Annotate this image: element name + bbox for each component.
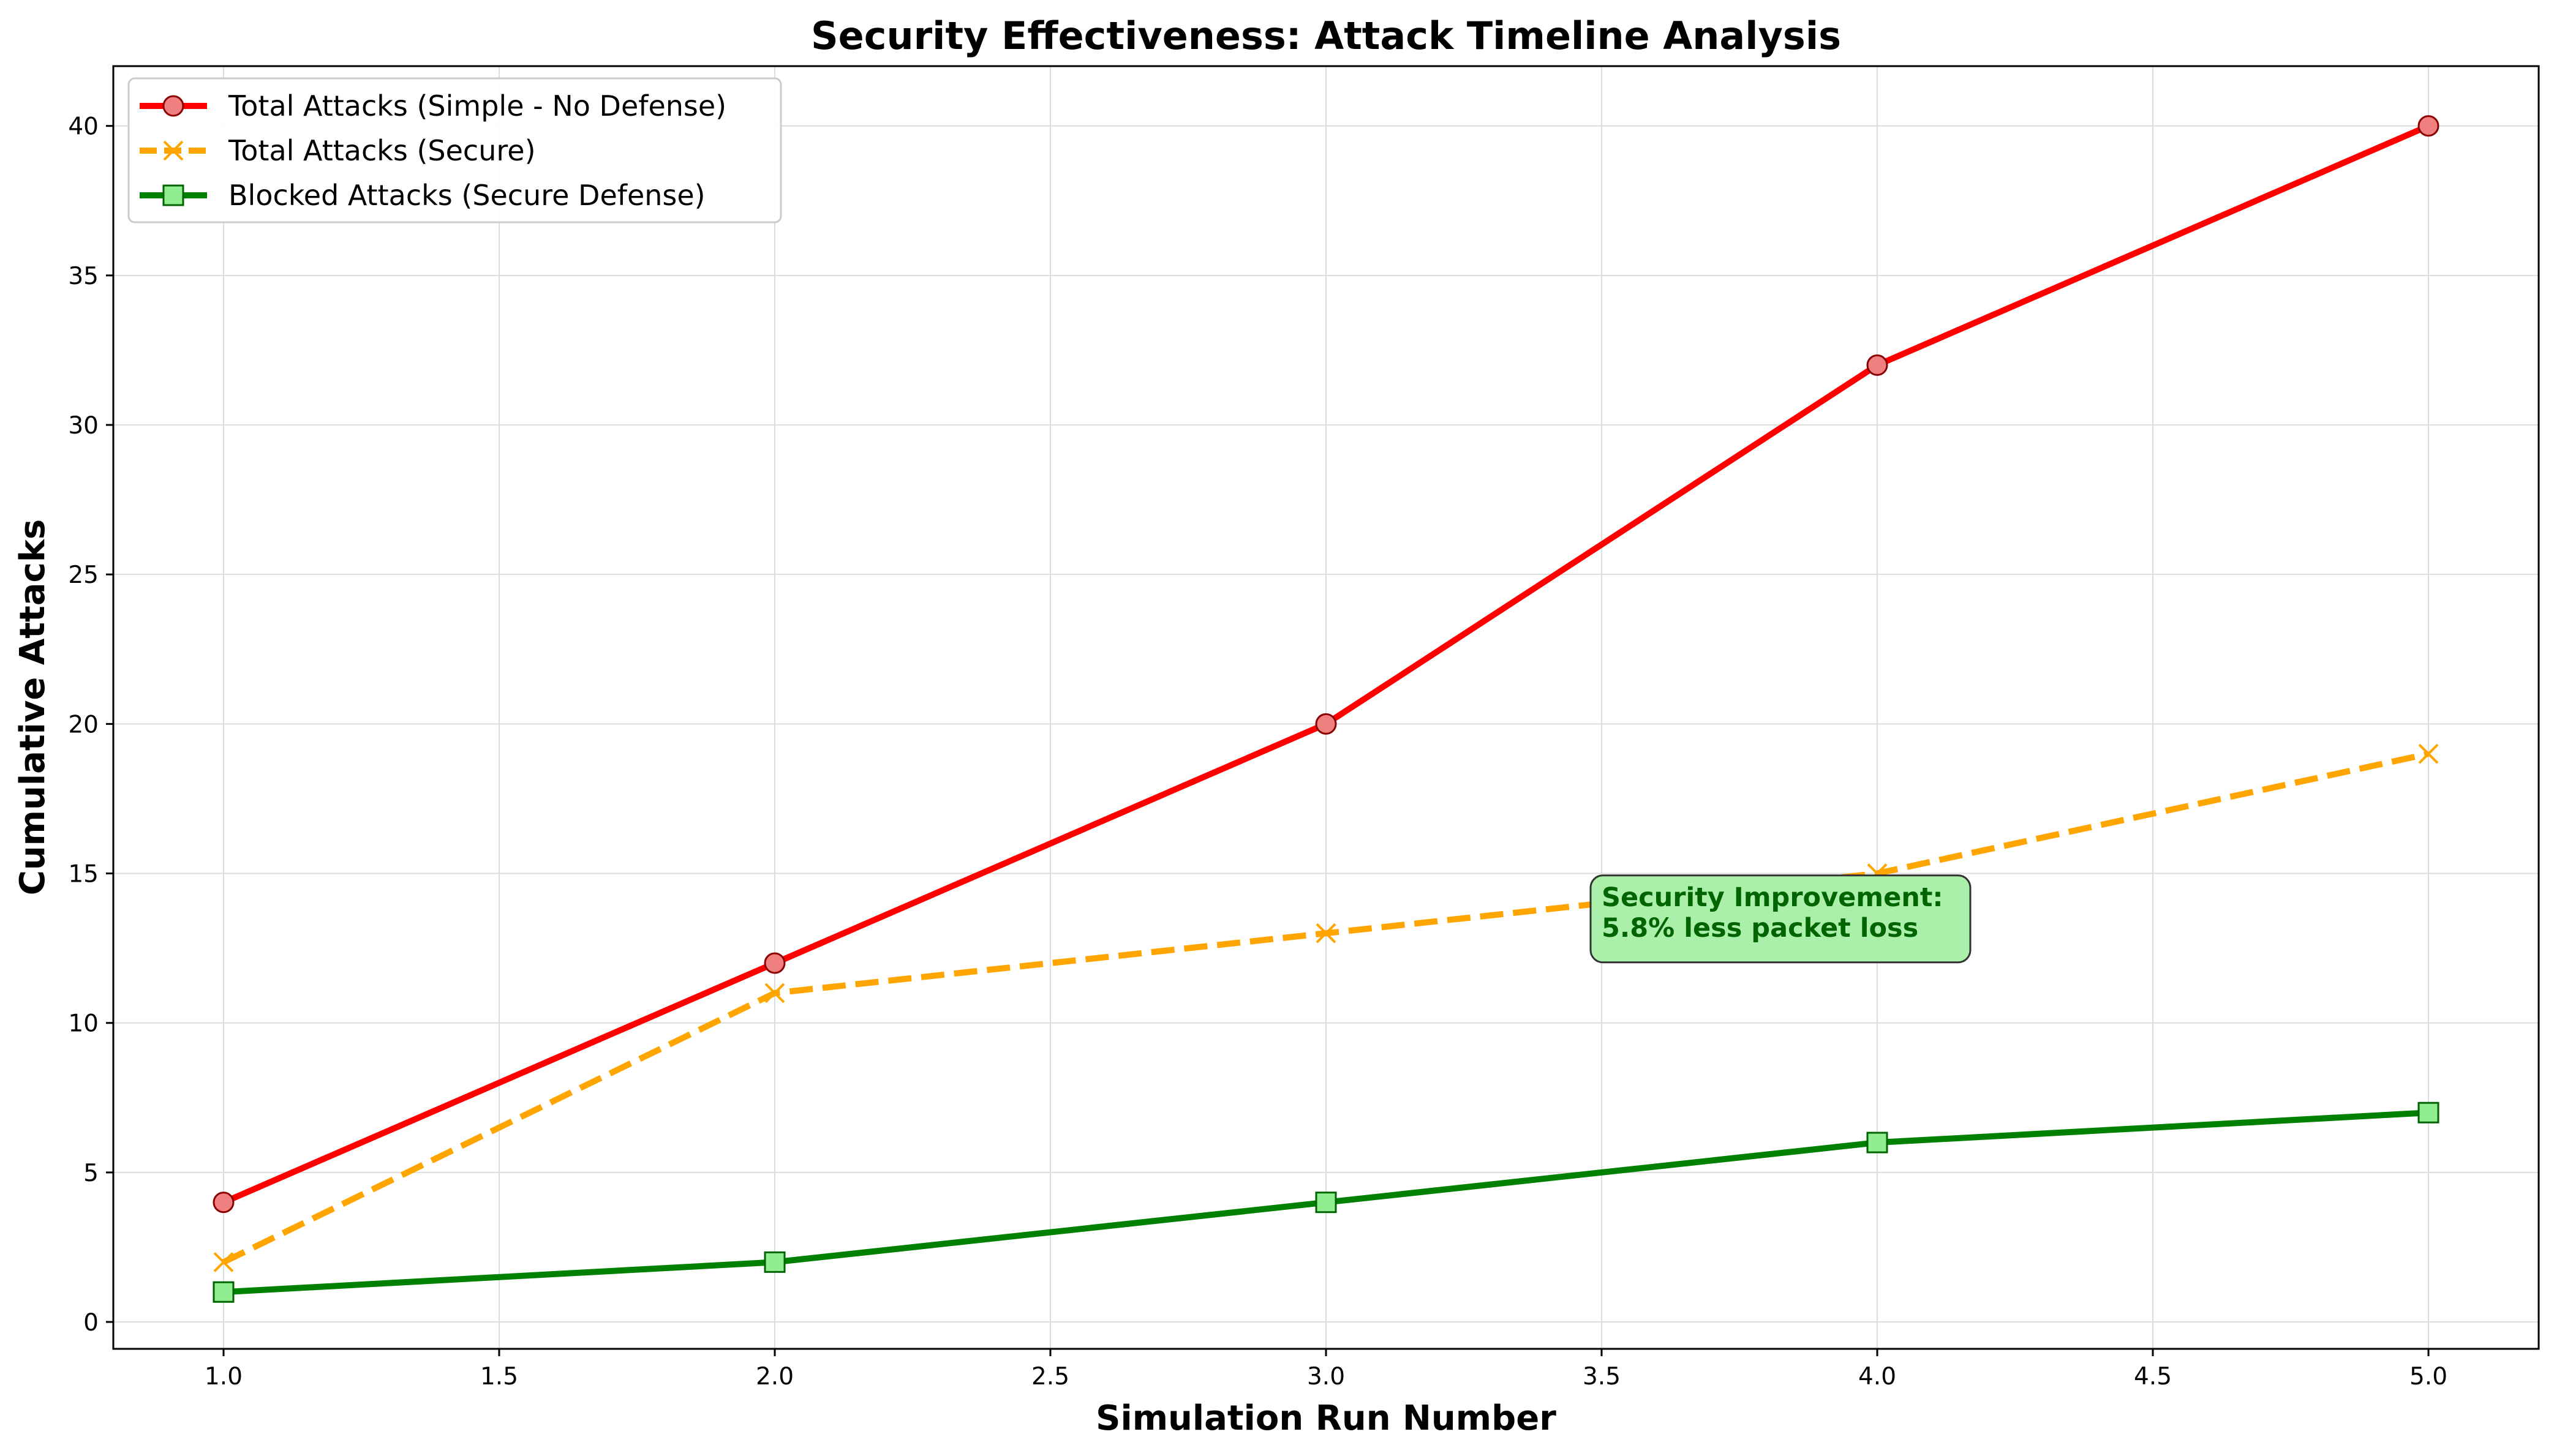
legend-label: Blocked Attacks (Secure Defense) [228,179,706,212]
data-point [213,1191,235,1214]
data-point [764,983,785,1004]
x-tick-label: 1.5 [480,1363,518,1390]
data-point [2417,115,2439,137]
data-point [2417,1101,2439,1124]
x-tick-label: 3.5 [1583,1363,1621,1390]
x-tick-label: 4.5 [2134,1363,2172,1390]
legend-marker [162,184,184,206]
x-tick-label: 4.0 [1858,1363,1896,1390]
data-point [1315,1191,1337,1214]
legend-entry: Total Attacks (Secure) [140,134,536,167]
legend-entry: Total Attacks (Simple - No Defense) [140,89,726,122]
x-tick-label: 2.0 [756,1363,794,1390]
data-point [1866,1131,1888,1154]
y-tick-label: 15 [68,861,99,888]
y-tick-label: 30 [68,412,99,440]
data-point [764,952,786,974]
annotation-text: Security Improvement: [1602,882,1943,913]
x-tick-label: 5.0 [2409,1363,2447,1390]
y-tick-label: 5 [83,1160,99,1187]
annotation: Security Improvement:5.8% less packet lo… [1589,874,1972,964]
data-point [2418,743,2439,764]
x-tick-label: 2.5 [1031,1363,1069,1390]
y-tick-label: 40 [68,113,99,141]
data-point [1866,354,1888,376]
annotation-box [1589,874,1972,964]
series-1 [213,115,2439,1214]
y-axis-label: Cumulative Attacks [13,519,53,896]
legend: Total Attacks (Simple - No Defense) Total… [127,77,782,223]
x-tick-label: 1.0 [205,1363,243,1390]
y-tick-label: 10 [68,1010,99,1038]
legend-label: Total Attacks (Secure) [228,134,536,167]
legend-label: Total Attacks (Simple - No Defense) [228,89,726,122]
legend-box [127,77,782,223]
legend-marker [163,140,184,161]
data-point [1316,923,1336,944]
x-tick-label: 3.0 [1307,1363,1345,1390]
series-3 [213,1101,2439,1303]
legend-marker [162,95,184,117]
legend-entry: Blocked Attacks (Secure Defense) [140,179,706,212]
x-axis-label: Simulation Run Number [1096,1398,1556,1438]
data-point [1315,713,1337,735]
series-lines [213,115,2439,1303]
y-tick-label: 25 [68,561,99,589]
data-point [213,1281,235,1303]
x-axis-ticks: 1.0 1.5 2.0 2.5 3.0 3.5 4.0 4.5 5.0 [205,1349,2447,1390]
y-axis-ticks: 0 5 10 15 20 25 30 35 40 [68,113,113,1337]
y-tick-label: 20 [68,711,99,738]
chart-title: Security Effectiveness: Attack Timeline … [811,13,1841,58]
y-tick-label: 0 [83,1309,99,1337]
data-point [764,1251,786,1273]
data-point [213,1251,234,1272]
annotation-text: 5.8% less packet loss [1602,913,1918,944]
y-tick-label: 35 [68,263,99,290]
